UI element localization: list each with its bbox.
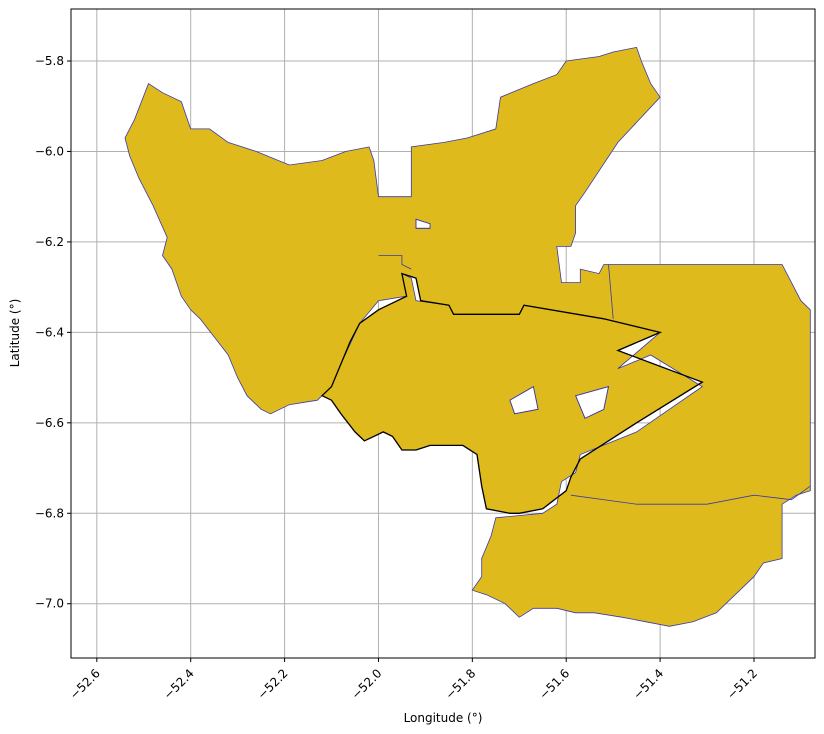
y-tick-label: −7.0 [35,597,64,611]
y-tick-label: −6.6 [35,416,64,430]
x-axis-label: Longitude (°) [404,711,483,725]
enclave-border [415,218,431,229]
municipal-border-line [378,255,412,270]
plot-frame [70,8,816,659]
y-tick-label: −6.8 [35,506,64,520]
enclave-border [509,385,539,415]
enclave-border [575,386,610,419]
y-axis-label: Latitude (°) [8,299,22,368]
municipal-border-line [608,264,614,319]
y-tick-label: −6.4 [35,325,64,339]
y-tick-label: −6.2 [35,235,64,249]
map-regions [124,46,811,627]
y-tick-label: −5.8 [35,54,64,68]
y-tick-label: −6.0 [35,144,64,158]
municipal-border-line [570,485,811,505]
main-municipality-outline [320,272,704,514]
